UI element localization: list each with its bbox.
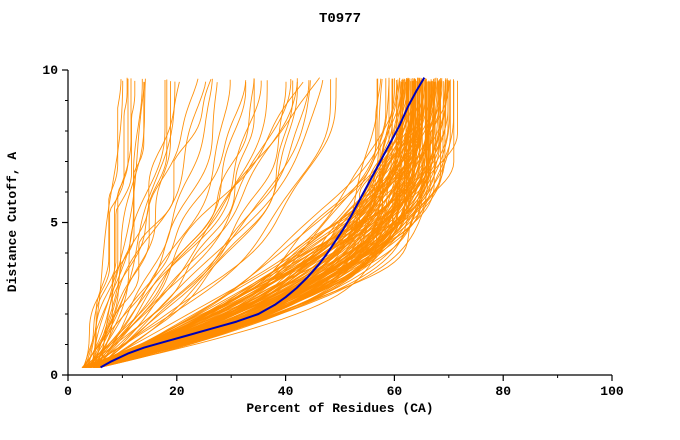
tick-marks [62, 69, 613, 381]
model-curve [82, 78, 143, 368]
model-curve [95, 80, 409, 368]
model-curve [91, 78, 132, 368]
model-curve [98, 80, 324, 368]
model-curve [94, 78, 412, 368]
x-tick-label: 0 [64, 384, 72, 399]
y-tick-label: 0 [50, 368, 58, 383]
model-curve [83, 81, 207, 368]
highlight-curve [100, 77, 426, 369]
model-curve [98, 81, 298, 368]
model-curve [95, 80, 166, 368]
model-curve [82, 81, 406, 368]
highlight-curve-group [100, 77, 426, 369]
model-curve [99, 80, 409, 368]
model-curve [94, 78, 146, 368]
model-curve [99, 79, 415, 368]
model-curve [85, 77, 337, 368]
model-curve [84, 80, 262, 368]
model-curve [90, 79, 231, 368]
model-curve [91, 82, 247, 368]
model-curve [87, 79, 168, 368]
model-curve [92, 79, 122, 368]
model-curve [95, 80, 417, 368]
model-curve [83, 77, 128, 368]
model-curve [94, 81, 438, 368]
model-curve [90, 80, 397, 368]
model-curve [94, 79, 404, 368]
model-curve [85, 78, 199, 368]
model-curve [94, 79, 212, 368]
x-tick-label: 80 [495, 384, 511, 399]
x-tick-label: 20 [169, 384, 185, 399]
model-curve [97, 80, 294, 368]
model-curve [88, 79, 454, 368]
x-tick-label: 40 [278, 384, 294, 399]
model-curve [99, 81, 146, 368]
tick-labels: 0 20 40 60 80 100 0 5 10 [42, 63, 624, 399]
model-curve [87, 79, 332, 368]
model-curve [84, 80, 136, 368]
model-curve [97, 80, 310, 368]
x-axis-label: Percent of Residues (CA) [246, 401, 433, 416]
chart-title: T0977 [319, 11, 361, 27]
model-curve [94, 77, 320, 368]
x-tick-label: 100 [600, 384, 624, 399]
model-curve [89, 81, 176, 368]
ensemble-curves [81, 77, 458, 368]
model-curve [94, 79, 427, 368]
y-tick-label: 5 [50, 216, 58, 231]
y-axis-label: Distance Cutoff, A [5, 152, 20, 293]
y-tick-label: 10 [42, 63, 58, 78]
model-curve [99, 81, 145, 368]
model-curve [93, 79, 255, 368]
model-curve [82, 82, 218, 368]
model-curve [88, 80, 124, 368]
x-tick-label: 60 [387, 384, 403, 399]
model-curve [99, 80, 449, 368]
model-curve [87, 80, 247, 368]
model-curve [98, 78, 213, 368]
model-curve [97, 81, 304, 368]
model-curve [83, 80, 268, 368]
model-curve [83, 79, 423, 368]
model-curve [88, 77, 390, 368]
model-curve [95, 81, 287, 368]
